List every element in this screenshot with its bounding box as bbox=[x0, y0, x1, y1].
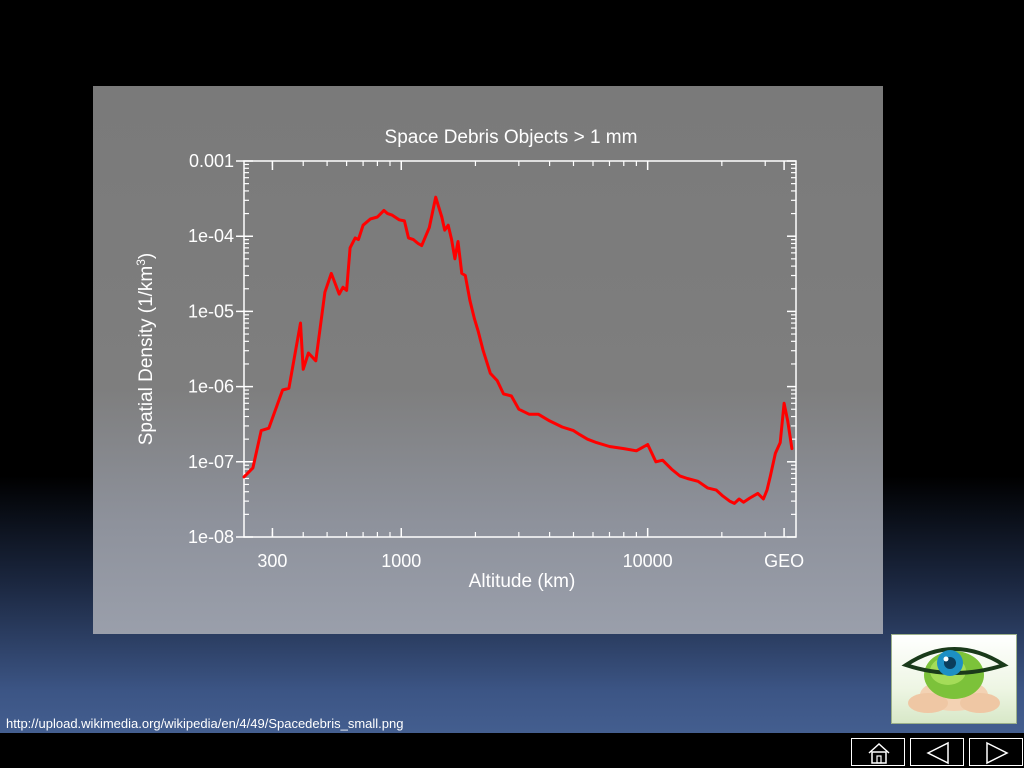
y-axis-label: Spatial Density (1/km3) bbox=[134, 253, 157, 446]
y-tick-labels: 0.001 1e-04 1e-05 1e-06 1e-07 1e-08 bbox=[188, 151, 234, 547]
chart-title: Space Debris Objects > 1 mm bbox=[385, 127, 638, 148]
home-button[interactable] bbox=[851, 738, 905, 766]
y-tick-label: 1e-07 bbox=[188, 452, 234, 472]
y-axis-label-main: Spatial Density (1/km bbox=[136, 266, 157, 446]
y-axis-label-end: ) bbox=[136, 253, 157, 259]
previous-button[interactable] bbox=[910, 738, 964, 766]
triangle-left-icon bbox=[926, 741, 949, 765]
x-tick-label: GEO bbox=[764, 551, 804, 571]
x-tick-labels: 300 1000 10000 GEO bbox=[257, 551, 804, 571]
x-axis-label: Altitude (km) bbox=[469, 571, 576, 592]
x-tick-label: 1000 bbox=[381, 551, 421, 571]
debris-density-chart: Space Debris Objects > 1 mm 300 1000 10000… bbox=[134, 127, 804, 592]
home-icon bbox=[868, 742, 890, 764]
green-eye-globe-in-hands-icon bbox=[891, 634, 1017, 724]
y-tick-label: 1e-06 bbox=[188, 377, 234, 397]
x-tick-label: 10000 bbox=[623, 551, 673, 571]
source-url-text: http://upload.wikimedia.org/wikipedia/en… bbox=[6, 716, 404, 731]
y-axis-label-sup: 3 bbox=[134, 259, 148, 266]
y-tick-label: 1e-04 bbox=[188, 226, 234, 246]
triangle-right-icon bbox=[986, 741, 1009, 765]
chart-panel: Space Debris Objects > 1 mm 300 1000 10000… bbox=[93, 86, 883, 634]
y-tick-label: 1e-08 bbox=[188, 527, 234, 547]
next-button[interactable] bbox=[969, 738, 1023, 766]
y-tick-label: 0.001 bbox=[189, 151, 234, 171]
plot-frame bbox=[243, 160, 797, 538]
x-tick-label: 300 bbox=[257, 551, 287, 571]
y-tick-label: 1e-05 bbox=[188, 301, 234, 321]
series-line bbox=[242, 195, 794, 505]
axis-ticks bbox=[236, 160, 796, 538]
